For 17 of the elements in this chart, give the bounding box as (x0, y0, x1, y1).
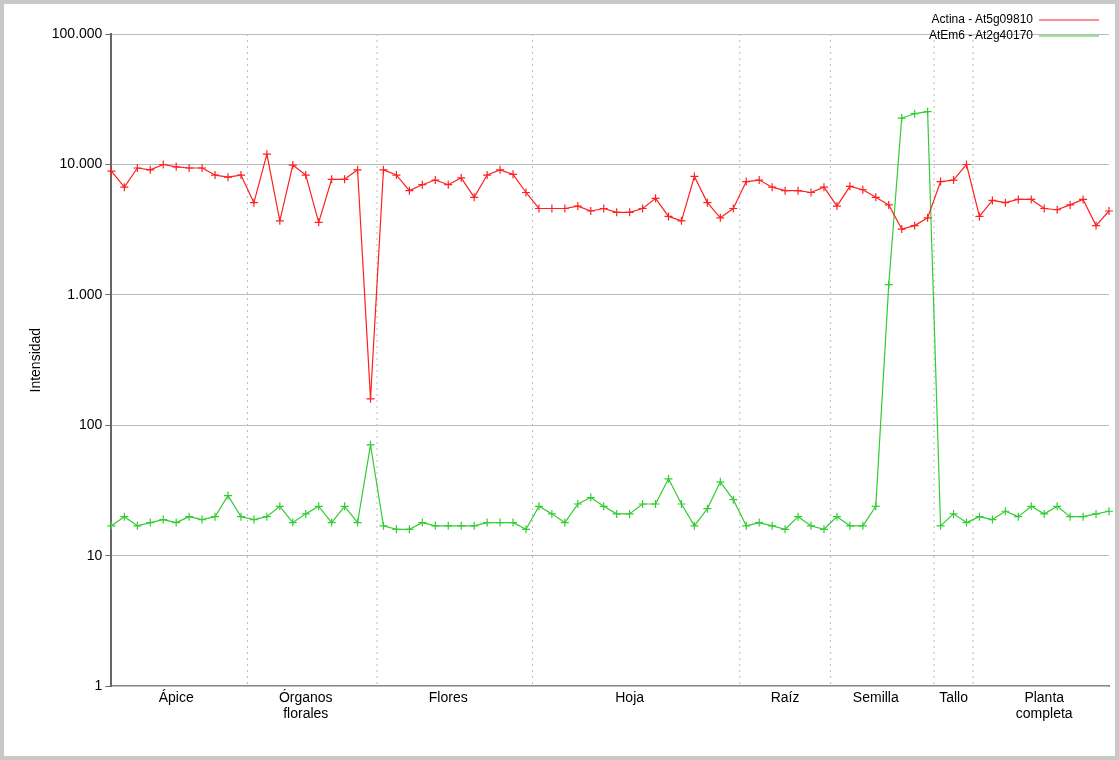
y-tick-label: 10.000 (59, 155, 103, 172)
legend-label: AtEm6 - At2g40170 (928, 28, 1034, 43)
y-tick-label: 100.000 (51, 24, 103, 41)
x-tick-label: Flores (428, 688, 468, 705)
x-tick-label: Semilla (852, 688, 899, 705)
x-tick-label: Hoja (615, 688, 645, 705)
y-tick-label: 100 (79, 416, 103, 433)
x-tick-label: Ápice (158, 688, 194, 705)
y-tick-label: 1 (94, 677, 103, 694)
y-tick-label: 10 (86, 546, 103, 563)
x-tick-label: Tallo (939, 688, 969, 705)
x-tick-label: Planta completa (1015, 688, 1073, 722)
legend-label: Actina - At5g09810 (931, 12, 1034, 27)
y-tick-label: 1.000 (67, 285, 103, 302)
x-tick-label: Raíz (770, 688, 800, 705)
y-axis-title: Intensidad (27, 327, 44, 393)
x-tick-label: Órganos florales (278, 688, 333, 722)
